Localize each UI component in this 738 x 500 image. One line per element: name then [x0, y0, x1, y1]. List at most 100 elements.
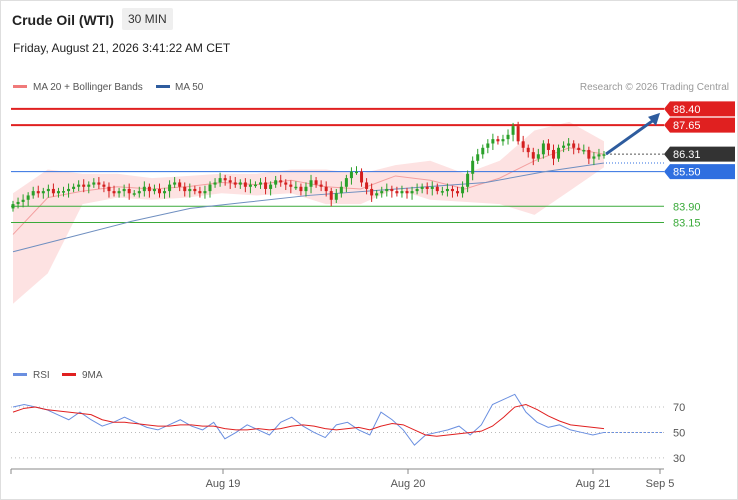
candle-body	[415, 188, 419, 192]
candle-body	[132, 193, 136, 195]
candle-body	[334, 193, 338, 200]
candle-body	[370, 188, 374, 196]
candle-body	[112, 191, 116, 194]
level-lines-layer	[11, 107, 664, 224]
price-tag-last_price	[664, 146, 735, 162]
ma50-line	[12, 162, 605, 253]
candle-body	[375, 193, 379, 196]
price-tag-label: 85.50	[673, 167, 701, 179]
candle-body	[56, 191, 60, 194]
candle-body	[496, 139, 500, 142]
candle-body	[339, 186, 343, 194]
candle-body	[557, 147, 561, 159]
time-axis-label: Sep 5	[646, 478, 675, 490]
candle-body	[168, 184, 172, 192]
candle-body	[82, 184, 86, 187]
candle-body	[188, 188, 192, 192]
candle-body	[31, 191, 35, 196]
candle-body	[531, 152, 535, 159]
rsi-tick-label: 50	[673, 427, 685, 439]
candle-body	[289, 184, 293, 187]
price-tag-label: 83.90	[673, 201, 701, 213]
candle-body	[269, 184, 273, 189]
candle-body	[294, 186, 298, 189]
candle-body	[41, 191, 45, 194]
legend-swatch-9ma	[62, 373, 76, 376]
candle-body	[183, 186, 187, 192]
candle-body	[461, 186, 465, 194]
candle-body	[506, 134, 510, 140]
candle-body	[592, 156, 596, 159]
candle-body	[147, 186, 151, 192]
price-tag-label: 88.40	[673, 104, 701, 116]
candle-body	[546, 143, 550, 150]
candle-body	[365, 182, 369, 189]
candle-body	[319, 184, 323, 187]
source-note: Research © 2026 Trading Central	[580, 82, 729, 93]
candle-body	[390, 188, 394, 192]
candle-body	[481, 147, 485, 155]
candle-body	[562, 145, 566, 148]
legend-swatch-ma20	[13, 85, 27, 88]
rsi-series-rsi	[12, 393, 605, 446]
candle-body	[157, 188, 161, 194]
candle-body	[72, 186, 76, 189]
candle-body	[274, 180, 278, 185]
candle-body	[466, 173, 470, 187]
candle-body	[238, 182, 242, 185]
legend-label-ma20: MA 20 + Bollinger Bands	[33, 82, 143, 93]
candle-body	[223, 178, 227, 181]
candle-body	[233, 182, 237, 185]
legend-swatch-ma50	[156, 85, 170, 88]
candle-body	[163, 191, 167, 194]
rsi-tick-label: 30	[673, 453, 685, 465]
time-axis-label: Aug 20	[391, 478, 426, 490]
candle-body	[142, 186, 146, 192]
forecast-arrow-shaft	[605, 118, 655, 156]
candle-body	[253, 184, 257, 187]
price-tag-label: 87.65	[673, 120, 701, 132]
candle-body	[541, 143, 545, 155]
candle-body	[526, 147, 530, 153]
candle-body	[597, 154, 601, 157]
rsi-panel: 70 50 30	[11, 393, 685, 465]
chart-header: Crude Oil (WTI) 30 MIN	[1, 1, 737, 35]
candle-body	[395, 191, 399, 194]
candle-body	[137, 191, 141, 194]
rsi-series-9ma	[12, 403, 605, 437]
candle-body	[425, 186, 429, 189]
candle-body	[567, 143, 571, 146]
candle-body	[420, 186, 424, 189]
candle-body	[264, 182, 268, 189]
price-tag-resistance	[664, 117, 735, 133]
candle-body	[259, 182, 263, 185]
candle-body	[354, 171, 358, 174]
timeframe-button[interactable]: 30 MIN	[122, 8, 173, 30]
candle-body	[349, 171, 353, 179]
candle-body	[476, 154, 480, 161]
candle-body	[16, 201, 20, 205]
candle-body	[208, 184, 212, 192]
chart-datetime: Friday, August 21, 2026 3:41:22 AM CET	[13, 41, 231, 55]
candle-body	[572, 143, 576, 148]
candle-body	[127, 188, 131, 194]
candle-body	[577, 147, 581, 150]
candle-body	[173, 182, 177, 185]
candle-body	[405, 191, 409, 194]
candle-body	[501, 139, 505, 142]
moving-averages-layer	[12, 162, 605, 253]
candle-body	[450, 188, 454, 192]
candle-body	[435, 186, 439, 192]
candle-body	[107, 186, 111, 192]
candle-body	[486, 143, 490, 148]
legend-label-rsi: RSI	[33, 370, 50, 381]
candle-body	[324, 186, 328, 192]
candle-body	[582, 149, 586, 152]
candle-body	[445, 188, 449, 192]
price-tag-label: 83.15	[673, 218, 701, 230]
candle-body	[122, 188, 126, 192]
bollinger-band	[13, 121, 604, 304]
price-tag-pivot	[664, 164, 735, 180]
candle-body	[440, 191, 444, 193]
